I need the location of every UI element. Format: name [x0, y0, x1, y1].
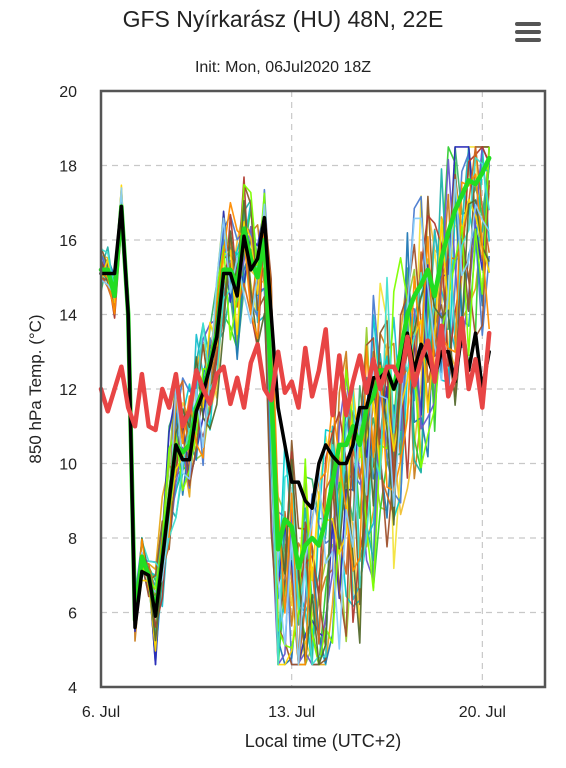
menu-icon[interactable] — [508, 18, 548, 48]
y-tick-label: 20 — [59, 84, 77, 101]
plot-frame — [99, 89, 547, 689]
x-axis-label: Local time (UTC+2) — [245, 731, 402, 751]
ensemble-member-line — [100, 146, 490, 666]
y-tick-label: 4 — [68, 680, 77, 697]
x-tick-label: 6. Jul — [82, 704, 120, 721]
x-tick-labels: 6. Jul 13. Jul 20. Jul — [82, 704, 506, 721]
y-tick-label: 12 — [59, 382, 77, 399]
y-tick-label: 8 — [68, 531, 77, 548]
x-tick-label: 13. Jul — [268, 704, 315, 721]
climate-mean-line — [98, 315, 492, 433]
chart-subtitle: Init: Mon, 06Jul2020 18Z — [194, 59, 372, 76]
x-tick-label: 20. Jul — [459, 704, 506, 721]
y-tick-label: 16 — [59, 233, 77, 250]
chart-title: GFS Nyírkarász (HU) 48N, 22E — [122, 6, 444, 32]
y-tick-label: 6 — [68, 606, 77, 623]
y-axis-label: 850 hPa Temp. (°C) — [26, 314, 45, 463]
y-tick-label: 18 — [59, 159, 77, 176]
y-tick-labels: 4 6 8 10 12 14 16 18 20 — [59, 84, 77, 697]
ensemble-member-line — [100, 178, 490, 666]
y-tick-label: 10 — [59, 457, 77, 474]
highlight-lines — [98, 155, 492, 630]
y-tick-label: 14 — [59, 308, 77, 325]
